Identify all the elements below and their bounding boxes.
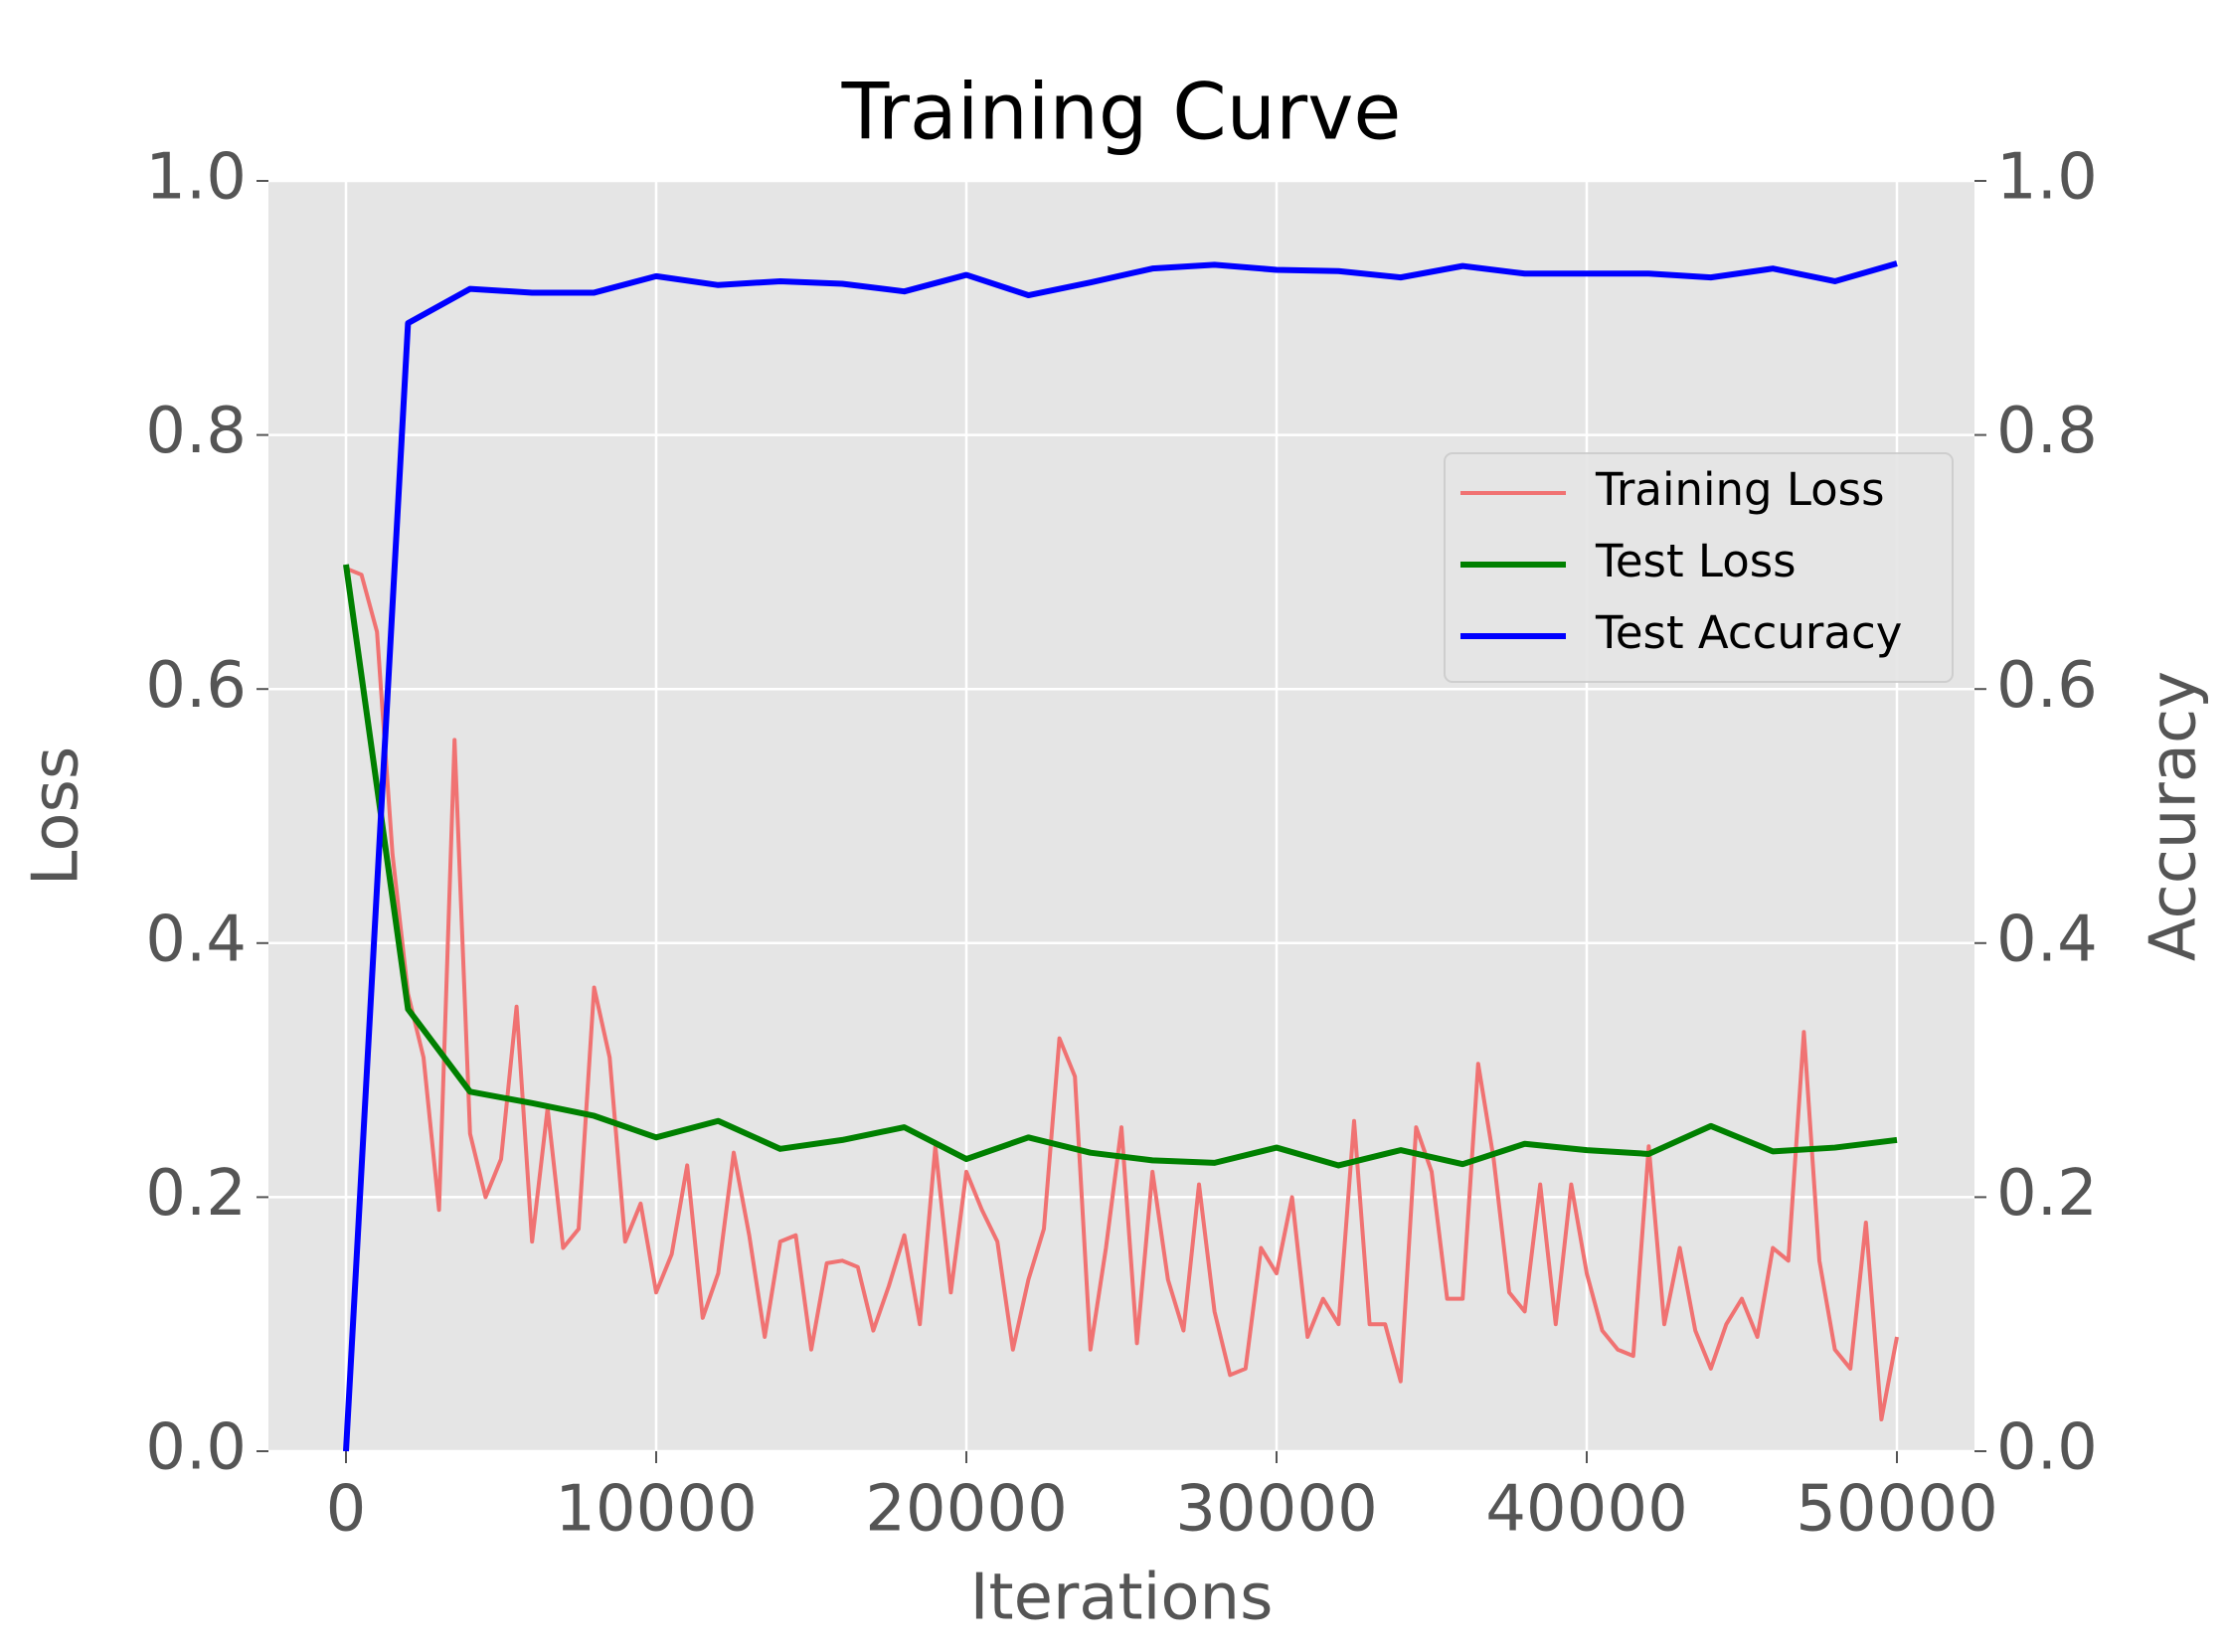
y2-tick-label: 1.0: [1996, 141, 2098, 215]
x-tick-label: 10000: [555, 1473, 758, 1547]
legend-label: Test Loss: [1595, 535, 1797, 587]
x-tick-label: 20000: [865, 1473, 1068, 1547]
chart-title: Training Curve: [841, 68, 1402, 157]
y-tick-label: 0.0: [145, 1411, 247, 1485]
x-tick-label: 40000: [1485, 1473, 1688, 1547]
y2-tick-label: 0.6: [1996, 649, 2098, 723]
y2-tick-label: 0.8: [1996, 395, 2098, 468]
legend: Training Loss Test Loss Test Accuracy: [1444, 452, 1954, 683]
y-tick-label: 1.0: [145, 141, 247, 215]
series-line: [345, 566, 1899, 1422]
y2-axis-label: Accuracy: [2138, 671, 2211, 961]
x-tick-label: 50000: [1796, 1473, 1998, 1547]
legend-box: [1444, 452, 1954, 683]
y-tick-label: 0.6: [145, 649, 247, 723]
legend-label: Test Accuracy: [1595, 606, 1902, 659]
y-tick-label: 0.4: [145, 903, 247, 976]
legend-label: Training Loss: [1595, 463, 1885, 516]
x-tick-label: 30000: [1175, 1473, 1378, 1547]
x-axis-label: Iterations: [970, 1562, 1274, 1635]
y2-tick-label: 0.4: [1996, 903, 2098, 976]
plot-area: [268, 181, 1974, 1451]
y-axis-label: Loss: [20, 746, 93, 886]
y2-tick-label: 0.0: [1996, 1411, 2098, 1485]
y-tick-label: 0.2: [145, 1157, 247, 1231]
y-tick-label: 0.8: [145, 395, 247, 468]
y2-tick-label: 0.2: [1996, 1157, 2098, 1231]
series-line: [343, 260, 1898, 1452]
series-line: [343, 564, 1898, 1169]
x-tick-label: 0: [326, 1473, 367, 1547]
